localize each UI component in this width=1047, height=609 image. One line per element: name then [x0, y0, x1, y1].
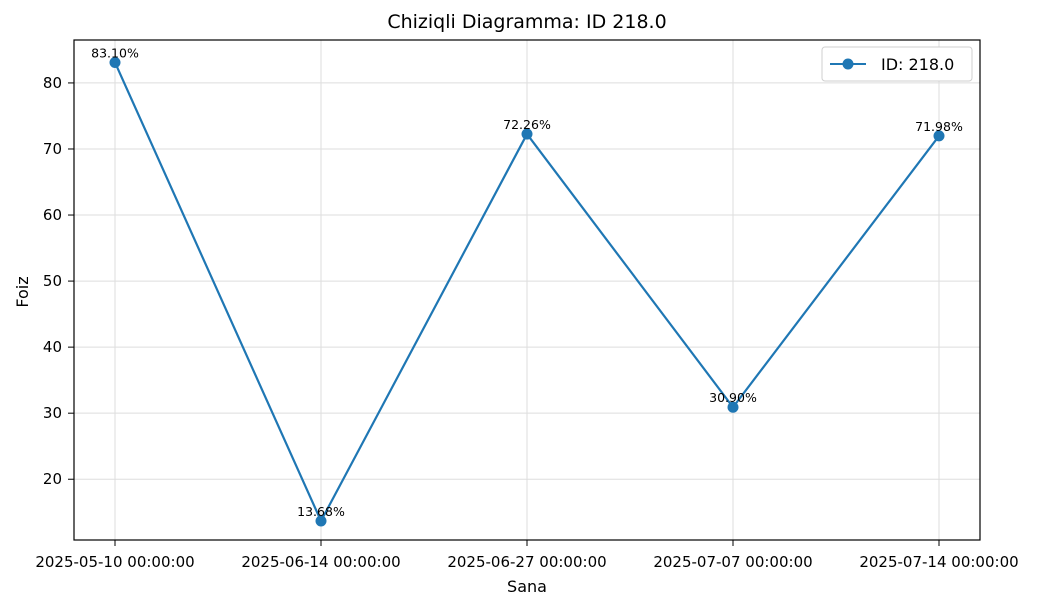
- data-point: [521, 128, 533, 140]
- legend-label: ID: 218.0: [881, 55, 954, 74]
- data-label: 13.68%: [297, 504, 345, 519]
- x-tick-label: 2025-06-14 00:00:00: [241, 553, 400, 571]
- data-point: [109, 56, 121, 68]
- y-tick-label: 80: [43, 74, 62, 92]
- y-tick-label: 50: [43, 272, 62, 290]
- data-labels: 83.10% 13.68% 72.26% 30.90% 71.98%: [91, 45, 963, 519]
- y-tick-label: 30: [43, 404, 62, 422]
- y-axis-label: Foiz: [13, 276, 32, 307]
- data-label: 71.98%: [915, 119, 963, 134]
- data-point: [315, 515, 327, 527]
- y-tick-label: 70: [43, 140, 62, 158]
- series-layer: [109, 56, 945, 527]
- x-tick-label: 2025-05-10 00:00:00: [35, 553, 194, 571]
- x-tick-label: 2025-07-14 00:00:00: [859, 553, 1018, 571]
- x-axis-label: Sana: [507, 577, 547, 596]
- x-tick-label: 2025-06-27 00:00:00: [447, 553, 606, 571]
- data-label: 83.10%: [91, 45, 139, 60]
- legend-box: [821, 46, 973, 82]
- chart-title: Chiziqli Diagramma: ID 218.0: [387, 11, 666, 33]
- y-tick-label: 20: [43, 470, 62, 488]
- data-point: [727, 401, 739, 413]
- data-label: 30.90%: [709, 390, 757, 405]
- legend: ID: 218.0: [821, 46, 973, 82]
- x-axis: 2025-05-10 00:00:00 2025-06-14 00:00:00 20…: [35, 540, 1019, 571]
- data-label: 72.26%: [503, 117, 551, 132]
- legend-marker-icon: [842, 58, 854, 70]
- y-tick-label: 60: [43, 206, 62, 224]
- x-tick-label: 2025-07-07 00:00:00: [653, 553, 812, 571]
- y-tick-label: 40: [43, 338, 62, 356]
- grid-layer: [74, 40, 980, 540]
- y-axis: 20 30 40 50 60 70 80: [43, 74, 74, 488]
- data-point: [933, 130, 945, 142]
